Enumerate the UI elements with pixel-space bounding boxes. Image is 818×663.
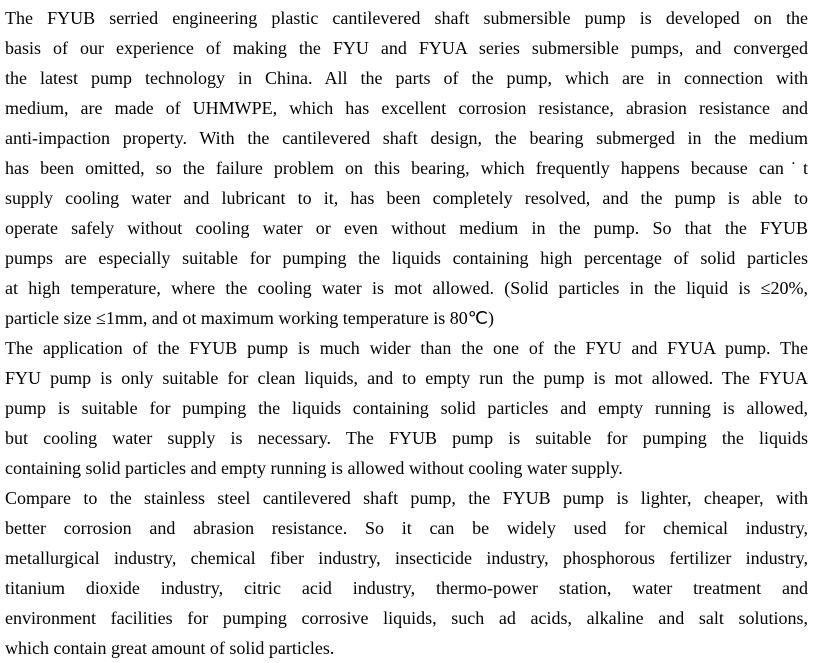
text-line: containing solid particles and empty run… <box>5 458 623 478</box>
text-line: The FYUB serried engineering plastic can… <box>5 8 808 28</box>
paragraph: The FYUB serried engineering plastic can… <box>5 3 808 333</box>
text-line: The application of the FYUB pump is much… <box>5 338 808 358</box>
text-line: particle size ≤1mm, and ot maximum worki… <box>5 308 494 328</box>
document-body: The FYUB serried engineering plastic can… <box>5 3 808 663</box>
text-line: FYU pump is only suitable for clean liqu… <box>5 368 808 388</box>
text-line: better corrosion and abrasion resistance… <box>5 518 808 538</box>
text-line: has been omitted, so the failure problem… <box>5 158 808 178</box>
text-line: titanium dioxide industry, citric acid i… <box>5 578 808 598</box>
text-line: but cooling water supply is necessary. T… <box>5 428 808 448</box>
text-line: supply cooling water and lubricant to it… <box>5 188 808 208</box>
text-line: environment facilities for pumping corro… <box>5 608 808 628</box>
text-line: pump is suitable for pumping the liquids… <box>5 398 808 418</box>
text-line: metallurgical industry, chemical fiber i… <box>5 548 808 568</box>
paragraph: The application of the FYUB pump is much… <box>5 333 808 483</box>
text-line: Compare to the stainless steel cantileve… <box>5 488 808 508</box>
text-line: which contain great amount of solid part… <box>5 638 335 658</box>
text-line: operate safely without cooling water or … <box>5 218 808 238</box>
text-line: the latest pump technology in China. All… <box>5 68 808 88</box>
paragraph: Compare to the stainless steel cantileve… <box>5 483 808 663</box>
text-line: anti-impaction property. With the cantil… <box>5 128 808 148</box>
text-line: pumps are especially suitable for pumpin… <box>5 248 808 268</box>
text-line: basis of our experience of making the FY… <box>5 38 808 58</box>
text-line: at high temperature, where the cooling w… <box>5 278 808 298</box>
text-line: medium, are made of UHMWPE, which has ex… <box>5 98 808 118</box>
